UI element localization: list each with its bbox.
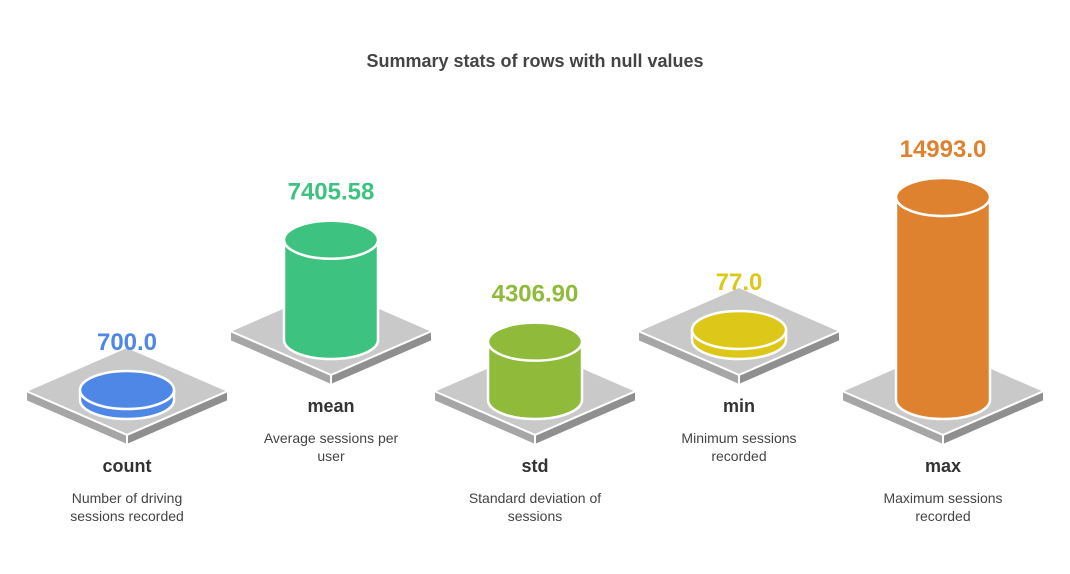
value-label-std: 4306.90 <box>492 281 579 308</box>
description-mean-line-1: Average sessions per <box>264 430 399 446</box>
bar-group-mean: 7405.58 mean Average sessions per user <box>227 179 435 464</box>
bar-mean <box>282 238 380 361</box>
bars-layer: 700.0 count Number of driving sessions reco… <box>23 136 1047 524</box>
platform-right-mean <box>330 329 433 387</box>
description-std-line-1: Standard deviation of <box>469 490 601 506</box>
category-label-max: max <box>925 456 961 476</box>
description-min-line-1: Minimum sessions <box>681 430 796 446</box>
platform-right-min <box>738 329 841 387</box>
platform-right-std <box>534 389 637 447</box>
chart-title: Summary stats of rows with null values <box>366 51 703 71</box>
value-label-mean: 7405.58 <box>288 179 375 206</box>
value-label-min: 77.0 <box>716 269 763 296</box>
description-count-line-2: sessions recorded <box>70 508 184 524</box>
description-max-line-1: Maximum sessions <box>883 490 1002 506</box>
value-label-max: 14993.0 <box>900 136 987 163</box>
bar-cap-mean <box>282 219 380 260</box>
description-min-line-2: recorded <box>711 448 766 464</box>
bar-cap-count <box>78 369 176 411</box>
bar-group-max: 14993.0 max Maximum sessions recorded <box>839 136 1047 524</box>
category-label-mean: mean <box>307 396 354 416</box>
description-count-line-1: Number of driving <box>72 490 183 506</box>
category-label-count: count <box>103 456 152 476</box>
description-std-line-2: sessions <box>508 508 562 524</box>
platform-right-max <box>942 389 1045 447</box>
platform-right-count <box>126 389 229 447</box>
bar-group-min: 77.0 min Minimum sessions recorded <box>635 269 843 464</box>
bar-cap-max <box>894 176 992 218</box>
bar-cap-min <box>690 309 788 351</box>
category-label-min: min <box>723 396 755 416</box>
description-mean-line-2: user <box>317 448 345 464</box>
bar-cap-std <box>486 321 584 362</box>
bar-group-std: 4306.90 std Standard deviation of sessions <box>431 281 639 524</box>
bar-max <box>894 195 992 421</box>
bar-group-count: 700.0 count Number of driving sessions reco… <box>23 329 231 524</box>
value-label-count: 700.0 <box>97 329 157 356</box>
category-label-std: std <box>522 456 549 476</box>
description-max-line-2: recorded <box>915 508 970 524</box>
bar-std <box>486 340 584 421</box>
